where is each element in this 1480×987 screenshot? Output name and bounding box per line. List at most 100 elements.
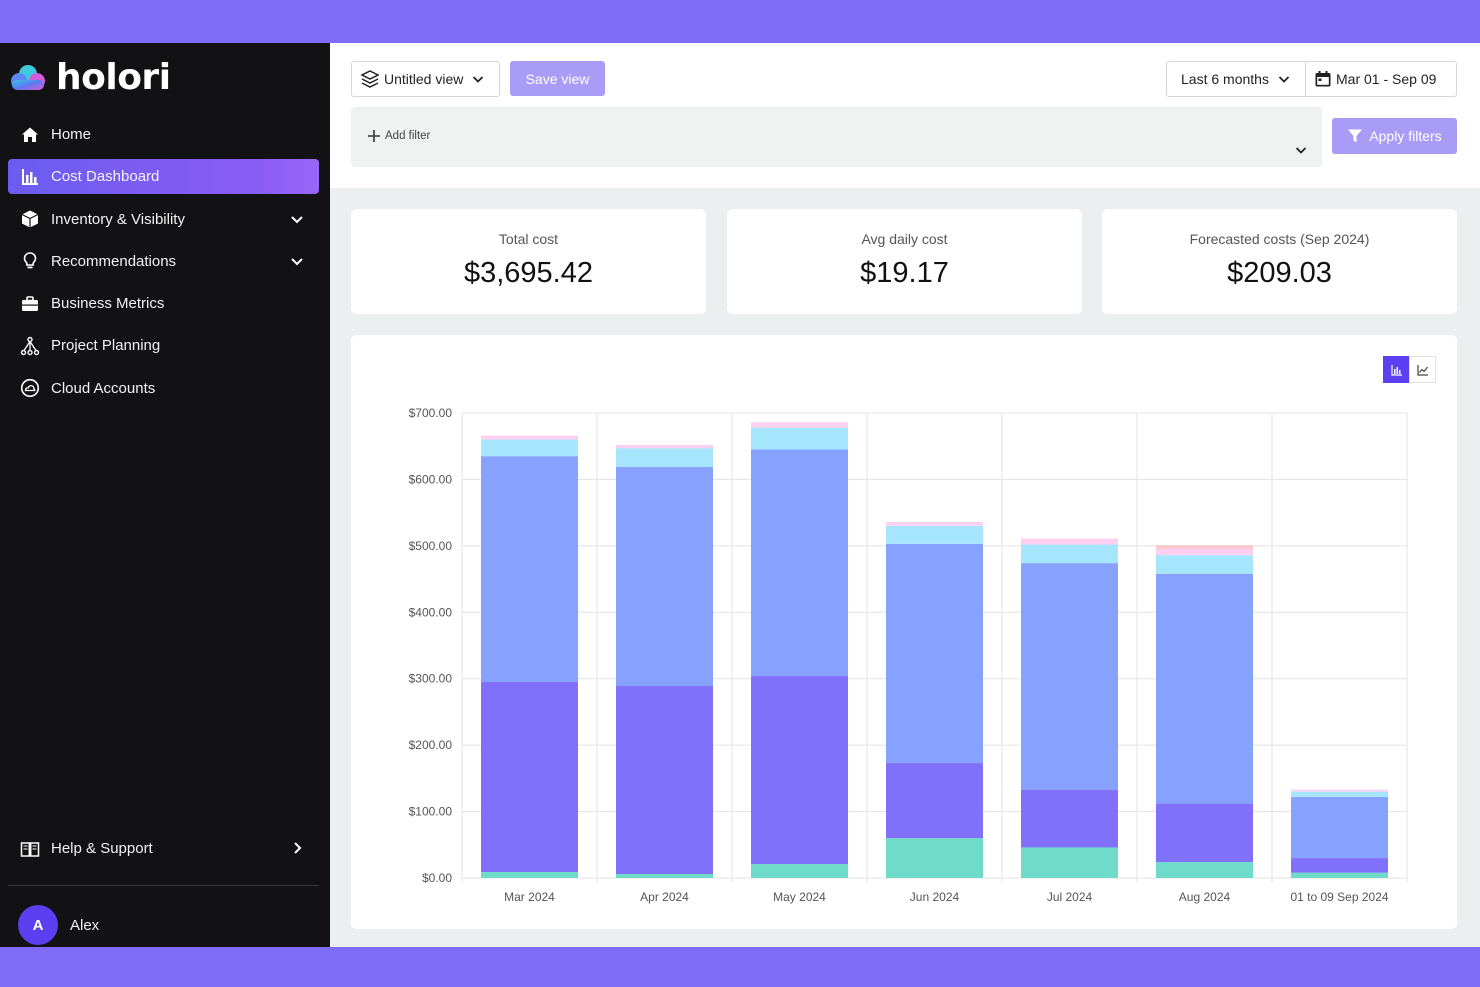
chevron-right-icon[interactable] <box>289 840 305 856</box>
bar-segment <box>886 525 983 544</box>
help-section: Help & Support <box>8 831 319 873</box>
kpi-value: $209.03 <box>1227 257 1332 289</box>
chevron-down-icon[interactable] <box>289 253 305 269</box>
bar-segment <box>616 874 713 878</box>
bar-segment <box>1156 555 1253 574</box>
bar-segment <box>751 427 848 450</box>
bar-segment <box>1291 789 1388 792</box>
bar-segment <box>1021 847 1118 878</box>
save-view-button[interactable]: Save view <box>510 61 605 96</box>
bar-segment <box>481 456 578 683</box>
y-tick-label: $500.00 <box>409 539 453 553</box>
line-chart-icon <box>1416 364 1428 376</box>
sidebar-item-cost-dashboard[interactable]: Cost Dashboard <box>8 159 319 195</box>
user-name: Alex <box>70 916 100 934</box>
apply-filters-button[interactable]: Apply filters <box>1332 118 1457 154</box>
layers-icon <box>360 70 380 88</box>
main-content: Untitled view Save view Last 6 months Ma… <box>330 43 1480 947</box>
bar-segment <box>1156 548 1253 556</box>
bar-segment <box>481 682 578 873</box>
bar-segment <box>886 763 983 839</box>
box-icon <box>20 209 40 229</box>
date-range-select[interactable]: Last 6 months <box>1166 61 1306 97</box>
plus-icon <box>368 130 380 142</box>
bar-segment <box>1291 791 1388 797</box>
add-filter-button[interactable]: Add filter <box>366 128 430 144</box>
kpi-label: Forecasted costs (Sep 2024) <box>1189 231 1370 247</box>
calendar-icon <box>1315 71 1331 87</box>
user-profile[interactable]: A Alex <box>18 905 99 945</box>
x-tick-label: Mar 2024 <box>504 890 555 904</box>
chevron-down-icon[interactable] <box>289 211 305 227</box>
sidebar-item-help-support[interactable]: Help & Support <box>8 831 319 866</box>
bar-segment <box>481 872 578 878</box>
bar-segment <box>751 422 848 428</box>
bar-chart-icon <box>1390 364 1402 376</box>
sidebar-item-home[interactable]: Home <box>8 117 319 152</box>
kpi-card-forecasted-costs: Forecasted costs (Sep 2024) $209.03 <box>1102 209 1457 314</box>
stacked-bar-chart: $0.00 $100.00 $200.00 $300.00 $400.00 $500.00… <box>409 406 1408 904</box>
sidebar-item-cloud-accounts[interactable]: Cloud Accounts <box>8 371 319 406</box>
view-label: Untitled view <box>384 71 464 87</box>
bar-segment <box>886 838 983 878</box>
bar-segment <box>751 676 848 865</box>
cloud-logo-icon <box>11 64 45 90</box>
bar-segment <box>886 521 983 526</box>
add-filter-label: Add filter <box>385 130 431 142</box>
line-chart-toggle[interactable] <box>1409 356 1436 383</box>
lightbulb-icon <box>20 251 40 271</box>
cost-chart-card: $0.00 $100.00 $200.00 $300.00 $400.00 $500.00… <box>351 335 1457 929</box>
sidebar-item-label: Cloud Accounts <box>51 379 156 397</box>
bar-segment <box>1291 858 1388 873</box>
apply-filters-label: Apply filters <box>1369 128 1442 144</box>
bar-segment <box>616 686 713 875</box>
sidebar-item-label: Business Metrics <box>51 295 165 313</box>
bar-segment <box>1156 862 1253 878</box>
kpi-label: Total cost <box>498 231 559 247</box>
x-tick-label: Jun 2024 <box>910 890 960 904</box>
bar-chart-toggle[interactable] <box>1383 356 1410 383</box>
cloud-circle-icon <box>20 378 40 398</box>
network-icon <box>20 336 40 356</box>
chevron-down-icon <box>473 76 484 83</box>
bar-segment <box>481 435 578 440</box>
bar-chart-icon <box>20 167 40 187</box>
y-tick-label: $600.00 <box>409 472 453 486</box>
kpi-value: $19.17 <box>860 257 949 289</box>
y-tick-label: $0.00 <box>422 871 452 885</box>
view-selector[interactable]: Untitled view <box>351 61 500 97</box>
bar-segment <box>1021 563 1118 790</box>
y-tick-label: $300.00 <box>409 672 453 686</box>
date-picker[interactable]: Mar 01 - Sep 09 <box>1305 61 1457 97</box>
sidebar: holori Home Cost Dashboard Inventory & V… <box>0 43 330 947</box>
y-tick-label: $400.00 <box>409 605 453 619</box>
sidebar-item-label: Project Planning <box>51 337 161 355</box>
bar-segment <box>616 448 713 467</box>
sidebar-item-inventory[interactable]: Inventory & Visibility <box>8 202 319 237</box>
bar-segment <box>481 439 578 457</box>
date-label: Mar 01 - Sep 09 <box>1336 71 1437 87</box>
logo[interactable]: holori <box>8 57 171 98</box>
kpi-value: $3,695.42 <box>463 257 593 289</box>
sidebar-item-label: Inventory & Visibility <box>51 210 185 228</box>
briefcase-icon <box>20 294 40 314</box>
bar-segment <box>1291 796 1388 859</box>
filter-bar[interactable]: Add filter <box>351 107 1322 167</box>
bar-segment <box>1021 789 1118 848</box>
x-tick-label: Apr 2024 <box>640 890 689 904</box>
sidebar-item-project-planning[interactable]: Project Planning <box>8 328 319 363</box>
sidebar-item-recommendations[interactable]: Recommendations <box>8 244 319 279</box>
bar-segment <box>751 449 848 677</box>
avatar: A <box>18 905 58 945</box>
bar-segment <box>616 466 713 687</box>
home-icon <box>20 125 40 145</box>
chevron-down-icon <box>1278 76 1290 83</box>
y-tick-label: $200.00 <box>409 738 453 752</box>
sidebar-item-label: Home <box>51 126 92 143</box>
app-window: holori Home Cost Dashboard Inventory & V… <box>0 43 1480 947</box>
sidebar-item-business-metrics[interactable]: Business Metrics <box>8 286 319 321</box>
bar-segment <box>1156 573 1253 804</box>
sidebar-divider <box>8 885 319 886</box>
chevron-down-icon[interactable] <box>1294 143 1308 157</box>
bar-segment <box>616 444 713 449</box>
